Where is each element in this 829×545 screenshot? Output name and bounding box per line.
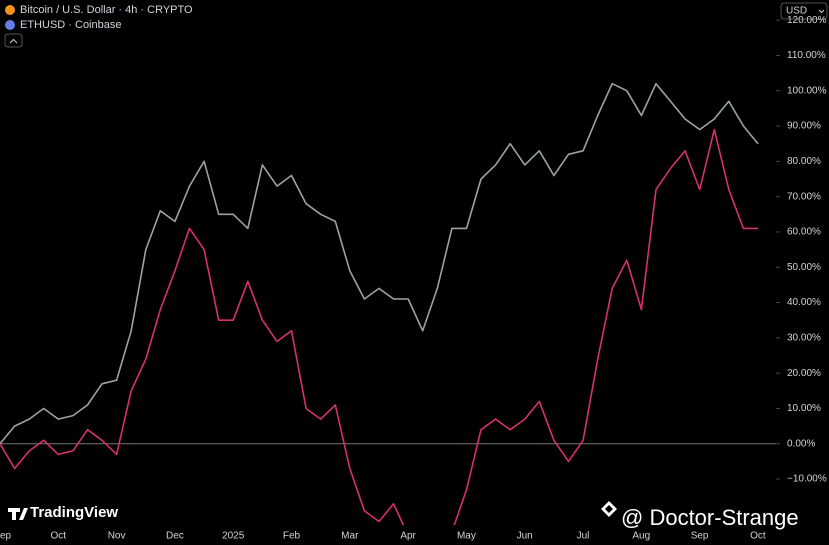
y-tick-label: 80.00% bbox=[787, 156, 821, 167]
series-line bbox=[0, 82, 759, 445]
x-tick-label: Jun bbox=[517, 531, 533, 542]
x-tick-label: Oct bbox=[51, 531, 67, 542]
x-tick-label: Dec bbox=[166, 531, 184, 542]
y-tick-label: 120.00% bbox=[787, 15, 827, 26]
y-tick-label: −10.00% bbox=[787, 474, 827, 485]
collapse-icon bbox=[9, 38, 18, 44]
collapse-button[interactable] bbox=[4, 33, 23, 48]
x-tick-label: Oct bbox=[750, 531, 766, 542]
y-tick-label: 10.00% bbox=[787, 403, 821, 414]
watermark-logo bbox=[8, 508, 28, 520]
y-tick-label: 0.00% bbox=[787, 438, 815, 449]
series-legend: ETHUSD · Coinbase bbox=[20, 19, 121, 31]
y-tick-label: 100.00% bbox=[787, 85, 827, 96]
currency-label: USD bbox=[786, 6, 807, 17]
dropdown-icon bbox=[818, 9, 825, 14]
currency-button[interactable] bbox=[780, 2, 828, 20]
series-line bbox=[0, 128, 758, 525]
watermark: TradingView bbox=[30, 504, 118, 521]
x-tick-label: Aug bbox=[632, 531, 650, 542]
annotation-icon bbox=[601, 501, 617, 517]
y-tick-label: 30.00% bbox=[787, 333, 821, 344]
x-tick-label: Feb bbox=[283, 531, 301, 542]
annotation: @ Doctor-Strange bbox=[621, 505, 799, 530]
y-tick-label: 20.00% bbox=[787, 368, 821, 379]
y-tick-label: 40.00% bbox=[787, 297, 821, 308]
eth-icon bbox=[5, 20, 15, 30]
btc-icon bbox=[5, 5, 15, 15]
y-tick-label: 110.00% bbox=[787, 50, 826, 61]
x-tick-label: ep bbox=[0, 531, 12, 542]
x-tick-label: Jul bbox=[577, 531, 590, 542]
x-tick-label: Mar bbox=[341, 531, 359, 542]
y-tick-label: 90.00% bbox=[787, 121, 821, 132]
y-tick-label: 70.00% bbox=[787, 191, 821, 202]
x-tick-label: Sep bbox=[691, 531, 709, 542]
x-tick-label: 2025 bbox=[222, 531, 245, 542]
x-tick-label: May bbox=[457, 531, 476, 542]
plot-area bbox=[0, 82, 776, 525]
y-tick-label: 50.00% bbox=[787, 262, 821, 273]
series-legend: Bitcoin / U.S. Dollar · 4h · CRYPTO bbox=[20, 4, 193, 16]
x-tick-label: Apr bbox=[400, 531, 416, 542]
x-tick-label: Nov bbox=[108, 531, 126, 542]
y-tick-label: 60.00% bbox=[787, 227, 821, 238]
